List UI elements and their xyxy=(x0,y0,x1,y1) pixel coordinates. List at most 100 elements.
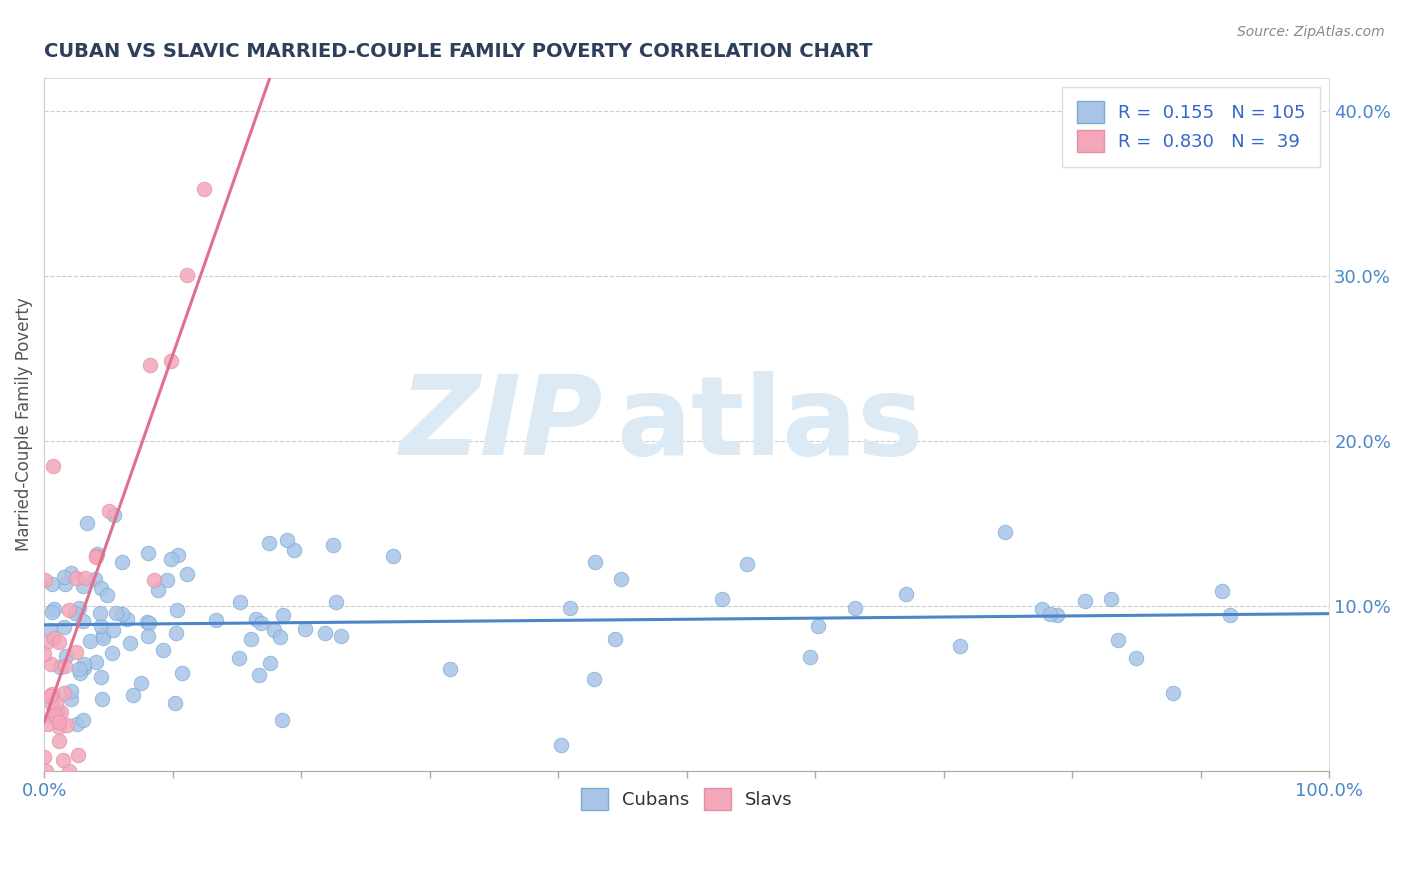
Point xyxy=(41,605,63,619)
Point xyxy=(73,571,96,585)
Point xyxy=(269,630,291,644)
Point xyxy=(52,754,75,768)
Point xyxy=(58,602,80,616)
Point xyxy=(58,764,80,778)
Point xyxy=(91,632,114,646)
Point xyxy=(240,632,263,646)
Point xyxy=(41,697,63,711)
Point xyxy=(48,720,70,734)
Point xyxy=(896,587,918,601)
Y-axis label: Married-Couple Family Poverty: Married-Couple Family Poverty xyxy=(15,297,32,551)
Point xyxy=(283,543,305,558)
Point xyxy=(583,555,606,569)
Point xyxy=(167,548,190,562)
Point xyxy=(329,629,352,643)
Point xyxy=(93,628,115,642)
Point xyxy=(115,612,138,626)
Point xyxy=(148,583,170,598)
Legend: Cubans, Slavs: Cubans, Slavs xyxy=(567,773,807,824)
Point xyxy=(65,571,87,585)
Point xyxy=(67,662,90,676)
Point xyxy=(67,600,90,615)
Text: ZIP: ZIP xyxy=(399,371,603,477)
Point xyxy=(1161,685,1184,699)
Point xyxy=(65,645,87,659)
Point xyxy=(322,538,344,552)
Point xyxy=(84,572,107,586)
Point xyxy=(949,639,972,653)
Point xyxy=(193,182,215,196)
Point xyxy=(90,670,112,684)
Point xyxy=(55,649,77,664)
Point xyxy=(129,676,152,690)
Point xyxy=(104,606,127,620)
Point xyxy=(136,546,159,560)
Point xyxy=(247,667,270,681)
Point xyxy=(228,595,250,609)
Point xyxy=(48,635,70,649)
Text: atlas: atlas xyxy=(616,371,924,477)
Point xyxy=(39,657,62,671)
Point xyxy=(166,602,188,616)
Point xyxy=(163,696,186,710)
Point xyxy=(165,625,187,640)
Point xyxy=(160,552,183,566)
Point xyxy=(34,573,56,587)
Point xyxy=(136,629,159,643)
Point xyxy=(610,572,633,586)
Point xyxy=(139,358,162,372)
Point xyxy=(325,595,347,609)
Point xyxy=(294,622,316,636)
Point xyxy=(39,623,62,637)
Point xyxy=(79,633,101,648)
Point xyxy=(55,718,77,732)
Point xyxy=(84,549,107,563)
Point xyxy=(994,525,1017,540)
Point xyxy=(382,549,405,564)
Point xyxy=(59,684,82,698)
Point xyxy=(1039,607,1062,622)
Text: CUBAN VS SLAVIC MARRIED-COUPLE FAMILY POVERTY CORRELATION CHART: CUBAN VS SLAVIC MARRIED-COUPLE FAMILY PO… xyxy=(44,42,873,61)
Point xyxy=(103,508,125,522)
Point xyxy=(90,581,112,595)
Point xyxy=(86,547,108,561)
Point xyxy=(42,631,65,645)
Point xyxy=(91,691,114,706)
Point xyxy=(1045,607,1067,622)
Point xyxy=(799,650,821,665)
Point xyxy=(263,623,285,637)
Point xyxy=(59,692,82,706)
Point xyxy=(35,764,58,778)
Point xyxy=(52,620,75,634)
Point xyxy=(76,516,98,530)
Point xyxy=(38,689,60,703)
Point xyxy=(1219,608,1241,623)
Point xyxy=(1125,651,1147,665)
Point xyxy=(122,688,145,702)
Point xyxy=(807,619,830,633)
Point xyxy=(1099,591,1122,606)
Point xyxy=(34,648,56,662)
Point xyxy=(53,685,76,699)
Point xyxy=(270,714,292,728)
Point xyxy=(44,707,66,722)
Point xyxy=(41,686,63,700)
Point xyxy=(66,748,89,763)
Point xyxy=(41,459,63,474)
Point xyxy=(69,666,91,681)
Point xyxy=(49,660,72,674)
Point xyxy=(314,626,336,640)
Point xyxy=(84,655,107,669)
Point xyxy=(176,567,198,582)
Point xyxy=(37,634,59,648)
Point xyxy=(66,717,89,731)
Point xyxy=(53,570,76,584)
Point xyxy=(560,600,582,615)
Point xyxy=(49,705,72,719)
Point xyxy=(45,696,67,710)
Point xyxy=(152,642,174,657)
Point xyxy=(89,606,111,620)
Point xyxy=(34,750,56,764)
Point xyxy=(135,615,157,629)
Point xyxy=(48,734,70,748)
